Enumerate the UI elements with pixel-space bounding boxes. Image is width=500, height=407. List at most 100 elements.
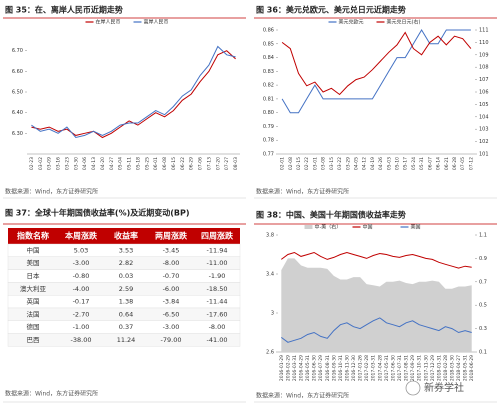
table-cell: -0.17 xyxy=(73,298,90,306)
x-tick-label: 03-01 xyxy=(312,157,318,170)
table-cell: -2.70 xyxy=(73,310,90,318)
legend-label: 中国 xyxy=(363,224,373,231)
x-tick-label: 06-21 xyxy=(444,157,450,170)
table-cell: -0.70 xyxy=(163,272,180,280)
table-cell: 英国 xyxy=(27,297,40,306)
y2-tick-label: 111 xyxy=(479,28,489,34)
table-cell: 5.03 xyxy=(74,246,88,254)
x-tick-label: 02-08 xyxy=(288,157,294,170)
x-tick-label: 07-05 xyxy=(460,157,466,170)
legend-label: 离岸人民币 xyxy=(144,19,169,26)
y2-tick-label: 0.7 xyxy=(479,279,487,285)
chart-source: 数据来源：Wind，东方证券研究所 xyxy=(256,188,349,196)
x-tick-label: 03-22 xyxy=(337,157,343,170)
x-tick-label: 05-17 xyxy=(403,157,409,170)
x-tick-label: 06-15 xyxy=(171,157,177,170)
table-cell: 2.59 xyxy=(119,285,133,293)
table-title: 图 37：全球十年期国债收益率(%)及近期变动(BP) xyxy=(5,208,190,218)
x-tick-label: 05-25 xyxy=(144,157,150,170)
x-tick-label: 04-26 xyxy=(378,157,384,170)
x-tick-label: 2018-02-28 xyxy=(443,355,449,381)
table-cell: -79.00 xyxy=(161,336,182,344)
x-tick-label: 04-27 xyxy=(109,157,115,170)
x-tick-label: 2017-09-29 xyxy=(410,355,416,381)
table-cell: -11.00 xyxy=(207,259,228,267)
x-tick-label: 2017-06-30 xyxy=(390,355,396,381)
x-tick-label: 2017-12-29 xyxy=(430,355,436,381)
table-cell: -3.45 xyxy=(163,246,180,254)
x-tick-label: 2016-05-31 xyxy=(305,355,311,381)
y2-tick-label: 103 xyxy=(479,127,489,133)
x-tick-label: 2017-01-26 xyxy=(358,355,364,381)
x-tick-label: 06-22 xyxy=(180,157,186,170)
table-source: 数据来源：Wind，东方证券研究所 xyxy=(5,390,98,398)
line-series xyxy=(281,317,472,343)
y2-tick-label: 0.3 xyxy=(479,326,487,332)
x-tick-label: 2017-05-31 xyxy=(384,355,390,381)
x-tick-label: 2017-02-28 xyxy=(364,355,370,381)
table-cell: 澳大利亚 xyxy=(20,284,47,293)
legend-label: 中-美（右） xyxy=(315,224,342,231)
legend-swatch xyxy=(304,225,313,229)
x-tick-label: 05-10 xyxy=(395,157,401,170)
y-tick-label: 0.86 xyxy=(263,28,274,34)
x-tick-label: 05-18 xyxy=(135,157,141,170)
table-cell: -0.80 xyxy=(73,272,90,280)
chart-title: 图 35：在、离岸人民币近期走势 xyxy=(5,5,123,15)
x-tick-label: 2017-03-31 xyxy=(371,355,377,381)
y2-tick-label: 102 xyxy=(479,139,489,145)
y2-tick-label: 110 xyxy=(479,40,489,46)
x-tick-label: 2017-10-31 xyxy=(417,355,423,381)
watermark: 新券学社 xyxy=(424,381,464,394)
table-cell: -3.00 xyxy=(163,323,180,331)
table-header: 四周涨跌 xyxy=(201,231,234,241)
table-header: 指数名称 xyxy=(17,231,49,241)
y-tick-label: 3 xyxy=(271,311,274,317)
y-tick-label: 0.82 xyxy=(263,83,274,89)
x-tick-label: 2018-03-30 xyxy=(450,355,456,381)
y-tick-label: 3.8 xyxy=(266,233,274,239)
y-tick-label: 0.81 xyxy=(263,96,274,102)
table-cell: -18.50 xyxy=(207,285,228,293)
x-tick-label: 2016-04-29 xyxy=(298,355,304,381)
x-tick-label: 04-06 xyxy=(82,157,88,170)
x-tick-label: 03-16 xyxy=(56,157,62,170)
table-cell: 2.82 xyxy=(119,259,133,267)
x-tick-label: 05-24 xyxy=(411,157,417,170)
x-tick-label: 2017-07-31 xyxy=(397,355,403,381)
table-cell: 德国 xyxy=(27,322,40,331)
table-cell: -1.00 xyxy=(73,323,90,331)
x-tick-label: 06-08 xyxy=(162,157,168,170)
y2-tick-label: 109 xyxy=(479,52,489,58)
y-tick-label: 2.6 xyxy=(266,350,274,356)
x-tick-label: 04-13 xyxy=(91,157,97,170)
x-tick-label: 03-30 xyxy=(73,157,79,170)
y2-tick-label: 101 xyxy=(479,152,489,158)
line-series xyxy=(281,29,471,114)
table-cell: 巴西 xyxy=(27,336,41,344)
x-tick-label: 03-09 xyxy=(47,157,53,170)
x-tick-label: 03-08 xyxy=(321,157,327,170)
x-tick-label: 2016-01-29 xyxy=(279,355,285,381)
x-tick-label: 04-19 xyxy=(370,157,376,170)
x-tick-label: 2016-12-30 xyxy=(351,355,357,381)
y2-tick-label: 1.1 xyxy=(479,233,487,239)
legend-label: 美元兑日元(右) xyxy=(387,19,421,26)
table-cell: 美国 xyxy=(27,258,40,267)
y-tick-label: 6.60 xyxy=(12,69,23,75)
x-tick-label: 2016-10-31 xyxy=(338,355,344,381)
y2-tick-label: 105 xyxy=(479,102,489,108)
x-tick-label: 2018-05-31 xyxy=(463,355,469,381)
y-tick-label: 6.70 xyxy=(12,48,23,54)
legend-label: 美国 xyxy=(411,224,421,231)
chart-source: 数据来源：Wind，东方证券研究所 xyxy=(256,392,349,400)
x-tick-label: 07-06 xyxy=(198,157,204,170)
x-tick-label: 02-23 xyxy=(29,157,35,170)
table-cell: -17.60 xyxy=(207,310,228,318)
table-cell: -3.00 xyxy=(73,259,90,267)
table-cell: -8.00 xyxy=(163,259,180,267)
table-cell: 法国 xyxy=(27,309,40,318)
x-tick-label: 2016-09-30 xyxy=(331,355,337,381)
legend-label: 在岸人民币 xyxy=(96,19,121,26)
table-cell: 日本 xyxy=(27,271,41,280)
